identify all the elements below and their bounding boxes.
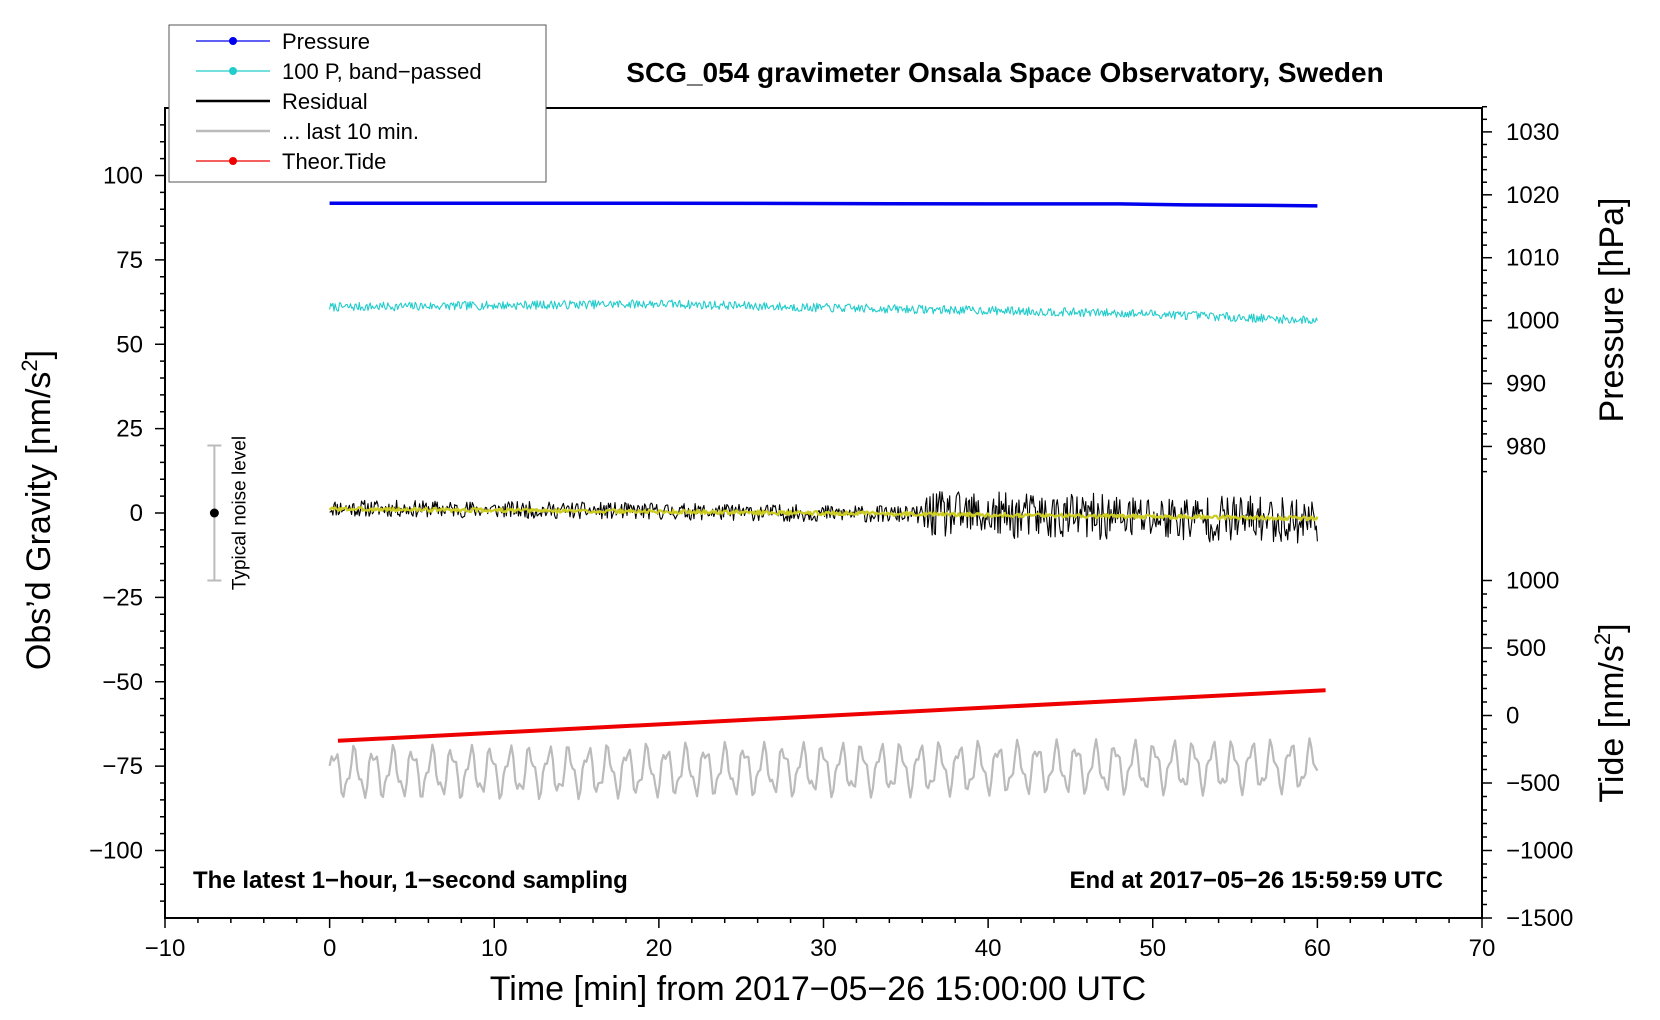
y-tick-label: 75: [116, 247, 143, 274]
legend-marker: [229, 37, 237, 45]
pressure-tick-label: 990: [1506, 371, 1546, 398]
pressure-tick-label: 980: [1506, 433, 1546, 460]
y-tick-label: 50: [116, 331, 143, 358]
series-line: [328, 506, 1319, 522]
series-line: [337, 688, 1326, 743]
tide-axis: 1000 500 0 −500 −1000 −1500: [1482, 568, 1573, 932]
noise-bar-center: [209, 508, 219, 518]
series-line: [329, 491, 1318, 544]
pressure-axis: 1030 1020 1010 1000 990 980: [1482, 105, 1559, 473]
noise-bar-group: Typical noise level: [207, 436, 250, 590]
legend: Pressure 100 P, band−passed Residual ... la…: [168, 24, 547, 183]
tide-axis-label-main: Tide [nm/s: [1593, 645, 1631, 802]
tide-tick-label: −500: [1506, 770, 1560, 797]
y-axis-label: Obs’d Gravity [nm/s2]: [17, 350, 58, 670]
pressure-axis-label: Pressure [hPa]: [1593, 198, 1631, 423]
noise-label: Typical noise level: [229, 436, 250, 590]
x-tick-label: 70: [1469, 935, 1496, 962]
x-tick-label: 40: [975, 935, 1002, 962]
y-tick-label: 0: [130, 500, 143, 527]
x-tick-label: 10: [481, 935, 508, 962]
y-tick-label: 25: [116, 416, 143, 443]
tide-tick-label: −1500: [1506, 905, 1573, 932]
y-tick-label: −25: [102, 584, 143, 611]
y-tick-label: −75: [102, 753, 143, 780]
x-axis: −10 0 10 20 30 40 50 60 70: [145, 918, 1496, 962]
y-axis: 100 75 50 25 0 −25 −50 −75 −100: [89, 124, 165, 902]
y-tick-label: −50: [102, 669, 143, 696]
tide-tick-label: 1000: [1506, 568, 1559, 595]
tide-axis-label-close: ]: [1593, 623, 1631, 632]
series-line: [329, 201, 1318, 208]
y-tick-label: −100: [89, 838, 143, 865]
legend-label: 100 P, band−passed: [282, 59, 482, 84]
annotation-end-time: End at 2017−05−26 15:59:59 UTC: [1069, 867, 1443, 894]
chart-title: SCG_054 gravimeter Onsala Space Observat…: [626, 57, 1383, 88]
legend-label: ... last 10 min.: [282, 119, 419, 144]
pressure-tick-label: 1020: [1506, 182, 1559, 209]
x-tick-label: 50: [1139, 935, 1166, 962]
pressure-tick-label: 1010: [1506, 245, 1559, 272]
x-tick-label: 60: [1304, 935, 1331, 962]
tide-tick-label: 0: [1506, 703, 1519, 730]
x-tick-label: 20: [646, 935, 673, 962]
tide-axis-label-sup: 2: [1590, 633, 1615, 645]
x-axis-label: Time [min] from 2017−05−26 15:00:00 UTC: [490, 970, 1146, 1008]
series-layer: [328, 201, 1326, 801]
pressure-tick-label: 1030: [1506, 119, 1559, 146]
legend-marker: [229, 67, 237, 75]
y-axis-label-sup: 2: [17, 359, 42, 371]
legend-label: Pressure: [282, 29, 370, 54]
series-line: [329, 299, 1318, 325]
pressure-tick-label: 1000: [1506, 308, 1559, 335]
x-tick-label: −10: [145, 935, 186, 962]
series-line: [328, 737, 1319, 801]
x-tick-label: 0: [323, 935, 336, 962]
legend-box: [168, 24, 547, 183]
legend-label: Theor.Tide: [282, 149, 386, 174]
tide-tick-label: −1000: [1506, 838, 1573, 865]
annotation-sampling: The latest 1−hour, 1−second sampling: [193, 867, 628, 894]
y-axis-label-close: ]: [20, 350, 58, 359]
y-axis-label-main: Obs’d Gravity [nm/s: [20, 372, 58, 671]
legend-marker: [229, 157, 237, 165]
x-tick-label: 30: [810, 935, 837, 962]
tide-tick-label: 500: [1506, 635, 1546, 662]
legend-label: Residual: [282, 89, 368, 114]
tide-axis-label: Tide [nm/s2]: [1590, 623, 1631, 802]
y-tick-label: 100: [103, 163, 143, 190]
